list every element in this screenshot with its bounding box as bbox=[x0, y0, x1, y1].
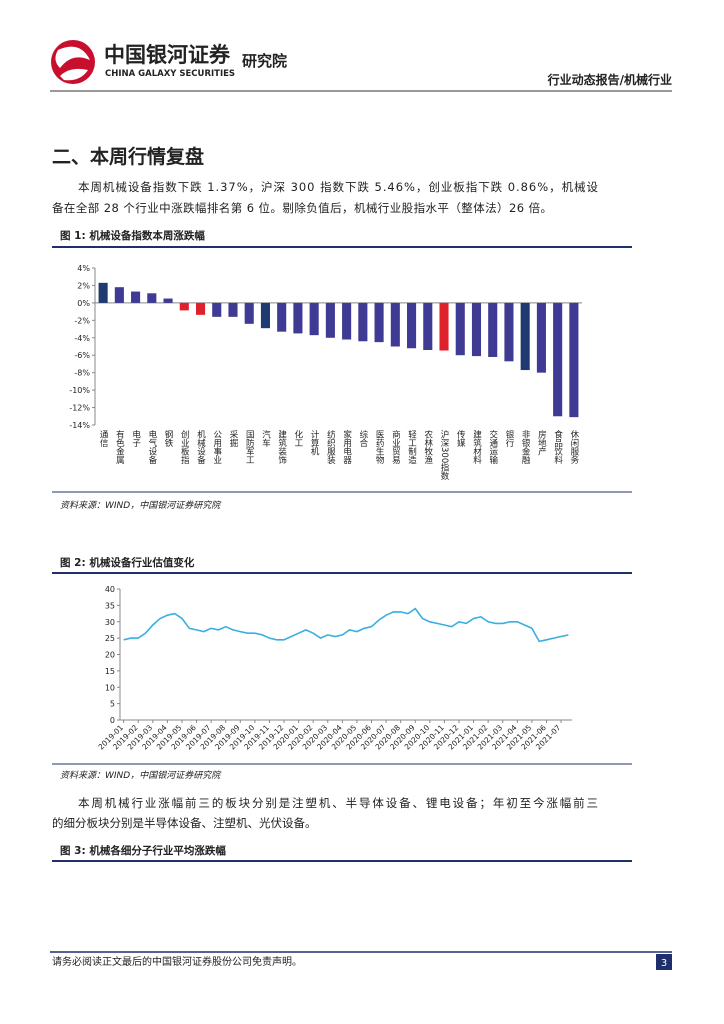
x-tick-label: 建筑材料 bbox=[471, 429, 481, 465]
x-tick-label: 商业贸易 bbox=[390, 429, 400, 465]
x-tick-label: 银行 bbox=[504, 429, 514, 448]
paragraph-line: 本周机械设备指数下跌 1.37%，沪深 300 指数下跌 5.46%，创业板指下… bbox=[78, 180, 599, 194]
x-tick-label: 综合 bbox=[358, 429, 368, 448]
x-tick-label: 家用电器 bbox=[342, 429, 352, 465]
x-tick-label: 传媒 bbox=[455, 429, 465, 448]
y-tick-label: 2% bbox=[77, 281, 90, 290]
bar bbox=[195, 302, 206, 315]
source-note: 资料来源：WIND，中国银河证券研究院 bbox=[60, 500, 222, 511]
x-tick-label: 农林牧渔 bbox=[423, 429, 433, 464]
paragraph-line: 备在全部 28 个行业中涨跌幅排名第 6 位。剔除负值后，机械行业股指水平（整体… bbox=[52, 201, 552, 215]
x-tick-label: 钢铁 bbox=[163, 429, 173, 448]
x-tick-label: 创业板指 bbox=[179, 429, 189, 465]
y-tick-label: 30 bbox=[105, 618, 115, 627]
line-series bbox=[123, 607, 569, 643]
bar bbox=[309, 302, 319, 336]
x-tick-label: 休闲服务 bbox=[569, 429, 579, 465]
institute: 研究院 bbox=[242, 52, 287, 70]
x-tick-label: 非银金融 bbox=[520, 429, 530, 465]
company-cn: 中国银河证券 bbox=[104, 43, 231, 67]
bar bbox=[114, 287, 124, 303]
report-type: 行业动态报告/机械行业 bbox=[547, 72, 672, 87]
y-tick-label: -12% bbox=[69, 404, 90, 413]
x-tick-label: 电子 bbox=[131, 429, 141, 447]
company-en: CHINA GALAXY SECURITIES bbox=[105, 69, 235, 79]
x-tick-label: 纺织服装 bbox=[325, 429, 335, 465]
bar bbox=[553, 302, 563, 417]
bar bbox=[342, 302, 352, 340]
bar bbox=[390, 302, 400, 347]
figure-caption: 图 2: 机械设备行业估值变化 bbox=[60, 556, 195, 569]
bar bbox=[439, 302, 449, 351]
y-tick-label: -2% bbox=[74, 316, 90, 325]
bar bbox=[179, 302, 189, 311]
section-title: 二、本周行情复盘 bbox=[52, 145, 204, 168]
paragraph-line: 本周机械行业涨幅前三的板块分别是注塑机、半导体设备、锂电设备；年初至今涨幅前三 bbox=[78, 796, 598, 810]
y-tick-label: 5 bbox=[110, 700, 115, 709]
x-tick-label: 轻工制造 bbox=[407, 429, 417, 465]
footer-disclaimer: 请务必阅读正文最后的中国银河证券股份公司免责声明。 bbox=[52, 955, 302, 968]
bar bbox=[520, 302, 530, 371]
bar bbox=[163, 298, 173, 303]
bar bbox=[423, 302, 433, 350]
bar bbox=[407, 302, 417, 349]
y-tick-label: 40 bbox=[105, 585, 115, 594]
bar bbox=[374, 302, 384, 343]
bar bbox=[131, 291, 141, 303]
logo bbox=[51, 40, 95, 84]
x-tick-label: 食品饮料 bbox=[553, 429, 563, 465]
figure-caption: 图 1: 机械设备指数本周涨跌幅 bbox=[60, 229, 205, 242]
bar bbox=[244, 302, 254, 324]
bar bbox=[504, 302, 514, 362]
bar bbox=[536, 302, 546, 373]
x-tick-label: 通信 bbox=[98, 429, 108, 448]
x-tick-label: 化工 bbox=[293, 429, 303, 447]
x-tick-label: 国防军工 bbox=[244, 430, 254, 464]
bar bbox=[212, 302, 222, 317]
page-number: 3 bbox=[661, 958, 667, 969]
y-tick-label: 35 bbox=[105, 601, 115, 610]
y-tick-label: -4% bbox=[74, 334, 90, 343]
y-tick-label: 20 bbox=[105, 651, 115, 660]
y-tick-label: -10% bbox=[69, 386, 90, 395]
y-tick-label: 15 bbox=[105, 667, 115, 676]
y-tick-label: -6% bbox=[74, 351, 90, 360]
y-tick-label: 10 bbox=[105, 683, 115, 692]
x-tick-label: 电气设备 bbox=[147, 429, 157, 465]
x-tick-label: 有色金属 bbox=[114, 429, 124, 465]
bar bbox=[455, 302, 465, 356]
x-tick-label: 汽车 bbox=[260, 429, 270, 448]
y-tick-label: 0 bbox=[110, 716, 115, 725]
bar bbox=[488, 302, 498, 357]
paragraph-line: 的细分板块分别是半导体设备、注塑机、光伏设备。 bbox=[52, 816, 317, 830]
x-tick-label: 沪深300指数 bbox=[439, 429, 449, 481]
x-tick-label: 公用事业 bbox=[212, 430, 222, 464]
x-tick-label: 机械设备 bbox=[196, 429, 206, 465]
y-tick-label: -14% bbox=[69, 421, 90, 430]
bar bbox=[293, 302, 303, 334]
bar bbox=[471, 302, 482, 357]
bar bbox=[325, 302, 335, 338]
bar bbox=[569, 302, 579, 418]
x-tick-label: 房地产 bbox=[536, 429, 546, 456]
y-tick-label: 25 bbox=[105, 634, 115, 643]
x-tick-label: 采掘 bbox=[228, 429, 238, 448]
figure-caption: 图 3: 机械各细分子行业平均涨跌幅 bbox=[60, 844, 226, 857]
bar bbox=[98, 282, 108, 303]
bar bbox=[358, 302, 368, 342]
bar bbox=[228, 302, 238, 317]
bar bbox=[147, 293, 157, 303]
x-tick-label: 计算机 bbox=[309, 429, 319, 456]
y-tick-label: -8% bbox=[74, 369, 90, 378]
x-tick-label: 建筑装饰 bbox=[277, 429, 287, 465]
x-tick-label: 医药生物 bbox=[374, 430, 384, 465]
y-tick-label: 0% bbox=[77, 299, 90, 308]
x-tick-label: 交通运输 bbox=[488, 429, 498, 465]
y-tick-label: 4% bbox=[77, 264, 90, 273]
source-note: 资料来源：WIND，中国银河证券研究院 bbox=[60, 770, 222, 781]
bar bbox=[277, 302, 287, 332]
bar bbox=[260, 302, 270, 329]
page-number-box bbox=[656, 954, 672, 970]
